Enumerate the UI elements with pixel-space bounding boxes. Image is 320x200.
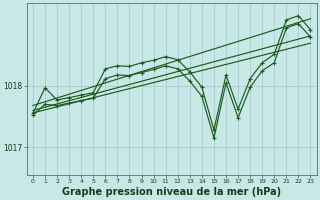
X-axis label: Graphe pression niveau de la mer (hPa): Graphe pression niveau de la mer (hPa) — [62, 187, 281, 197]
